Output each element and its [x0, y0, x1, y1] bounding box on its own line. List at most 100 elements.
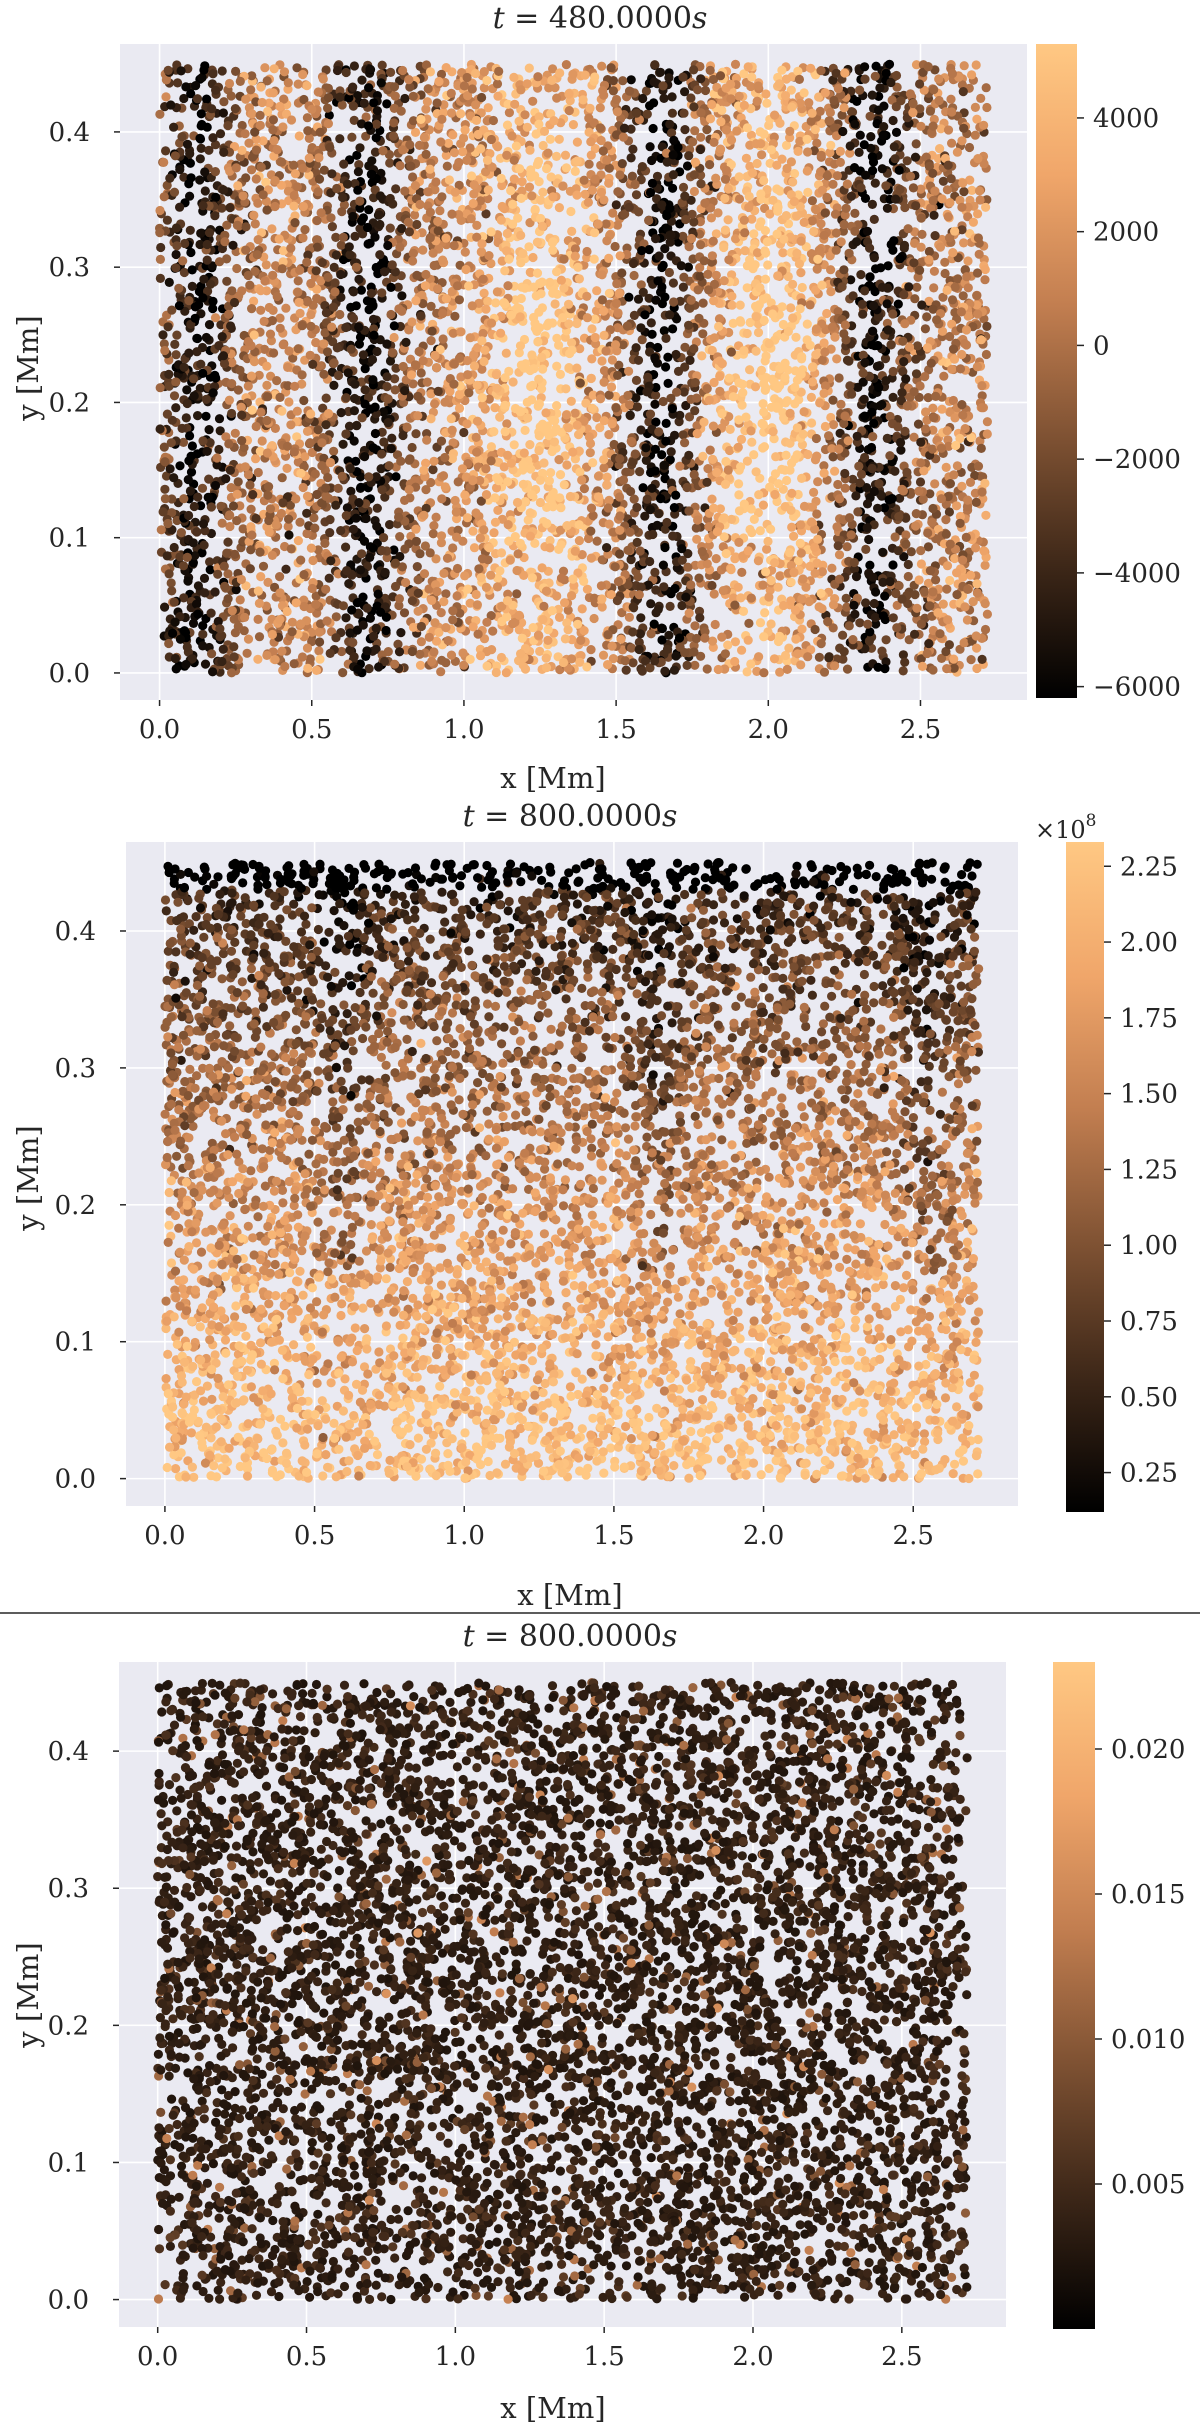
scatter-point: [192, 599, 202, 609]
scatter-point: [696, 651, 706, 661]
scatter-point: [949, 470, 959, 480]
scatter-point: [268, 88, 278, 98]
panel-1-title: t = 480.0000s: [493, 1, 708, 36]
scatter-point: [809, 226, 819, 237]
scatter-point: [178, 256, 188, 266]
scatter-point: [599, 463, 609, 473]
scatter-point: [267, 550, 277, 561]
scatter-point: [382, 552, 392, 563]
scatter-point: [429, 521, 439, 531]
scatter-point: [210, 313, 221, 323]
scatter-point: [819, 468, 829, 478]
scatter-point: [900, 202, 910, 213]
scatter-point: [539, 601, 549, 612]
scatter-point: [801, 582, 811, 592]
scatter-point: [167, 586, 177, 596]
scatter-point: [812, 138, 822, 148]
scatter-point: [685, 303, 695, 313]
scatter-point: [645, 187, 656, 198]
scatter-point: [903, 559, 913, 570]
scatter-point: [560, 598, 570, 608]
scatter-point: [796, 236, 806, 246]
scatter-point: [161, 146, 171, 156]
scatter-point: [242, 648, 252, 658]
scatter-point: [759, 442, 770, 452]
scatter-point: [550, 83, 560, 93]
scatter-point: [795, 136, 805, 146]
scatter-point: [942, 185, 953, 195]
scatter-point: [888, 560, 898, 570]
scatter-point: [249, 296, 259, 306]
scatter-point: [211, 85, 221, 95]
scatter-point: [848, 474, 858, 484]
scatter-point: [725, 445, 735, 456]
scatter-point: [511, 141, 521, 151]
scatter-point: [612, 220, 623, 230]
scatter-point: [928, 121, 938, 131]
scatter-point: [410, 181, 420, 191]
scatter-point: [977, 403, 987, 413]
scatter-point: [981, 349, 992, 360]
scatter-point: [373, 589, 383, 599]
scatter-point: [546, 468, 556, 478]
scatter-point: [583, 533, 594, 544]
scatter-point: [854, 147, 864, 157]
scatter-point: [790, 399, 800, 409]
scatter-point: [204, 145, 214, 155]
scatter-point: [368, 314, 379, 324]
scatter-point: [179, 172, 189, 182]
scatter-point: [682, 482, 692, 493]
scatter-point: [901, 374, 911, 384]
scatter-point: [636, 582, 646, 592]
scatter-point: [389, 118, 399, 128]
scatter-point: [726, 514, 737, 525]
scatter-point: [572, 318, 582, 329]
scatter-point: [225, 203, 235, 213]
scatter-point: [504, 108, 514, 118]
scatter-point: [233, 181, 243, 191]
scatter-point: [189, 501, 199, 512]
scatter-point: [881, 635, 891, 645]
scatter-point: [525, 267, 535, 277]
scatter-point: [573, 262, 583, 272]
scatter-point: [517, 186, 527, 196]
scatter-point: [749, 450, 759, 460]
scatter-point: [942, 426, 952, 436]
scatter-point: [287, 617, 297, 627]
scatter-point: [548, 288, 558, 298]
scatter-point: [970, 130, 980, 140]
scatter-point: [193, 581, 203, 591]
scatter-point: [830, 661, 840, 671]
scatter-point: [217, 332, 227, 342]
scatter-point: [202, 446, 212, 456]
scatter-point: [582, 313, 593, 323]
scatter-point: [871, 587, 881, 597]
scatter-point: [250, 219, 260, 229]
scatter-point: [371, 262, 381, 273]
scatter-point: [612, 279, 622, 289]
scatter-point: [628, 658, 638, 668]
scatter-point: [684, 608, 694, 618]
scatter-point: [436, 538, 446, 548]
scatter-point: [179, 267, 189, 278]
scatter-point: [923, 578, 934, 588]
scatter-point: [355, 332, 366, 342]
scatter-point: [652, 520, 662, 530]
scatter-point: [804, 597, 814, 607]
scatter-point: [929, 85, 939, 95]
scatter-point: [816, 639, 826, 649]
scatter-point: [895, 493, 905, 503]
scatter-point: [842, 664, 853, 674]
scatter-point: [678, 231, 688, 241]
scatter-point: [575, 657, 585, 667]
scatter-point: [499, 462, 509, 472]
scatter-point: [853, 507, 863, 517]
scatter-point: [773, 582, 783, 592]
scatter-point: [535, 646, 545, 657]
scatter-point: [300, 452, 310, 462]
scatter-point: [385, 520, 395, 530]
scatter-point: [555, 470, 566, 480]
scatter-point: [385, 223, 395, 233]
scatter-point: [430, 185, 440, 195]
scatter-point: [837, 110, 847, 120]
